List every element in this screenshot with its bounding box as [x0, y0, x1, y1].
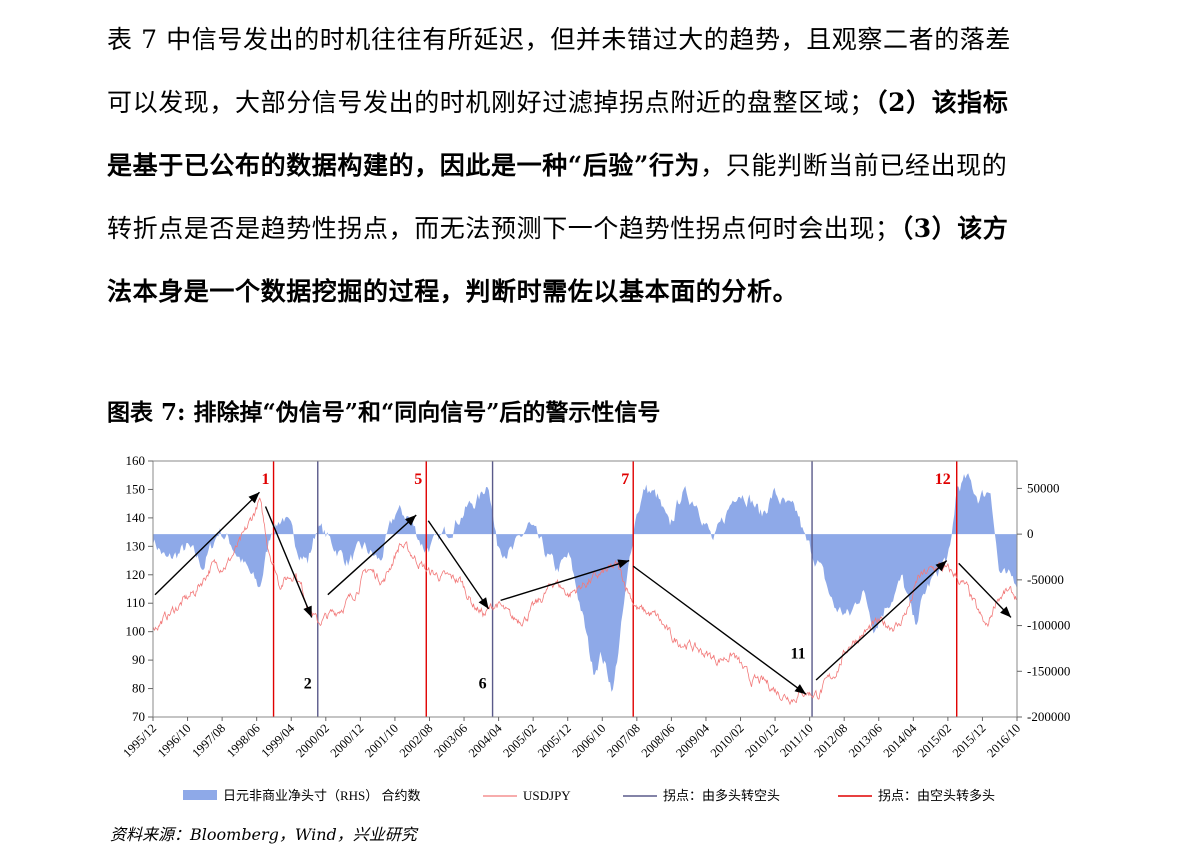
position-area	[153, 473, 1017, 692]
trend-arrow-line	[815, 560, 948, 681]
x-tick-label: 2012/08	[811, 721, 850, 760]
usdjpy-line	[152, 497, 1018, 706]
legend-label: 拐点：由多头转空头	[663, 788, 780, 803]
left-tick-label: 80	[132, 681, 145, 696]
left-tick-label: 150	[126, 481, 146, 496]
left-tick-label: 70	[132, 709, 145, 724]
trend-arrow-head	[935, 560, 947, 572]
right-tick-label: 50000	[1027, 480, 1060, 495]
right-tick-label: -200000	[1027, 709, 1070, 724]
trend-arrow-line	[632, 565, 807, 695]
turning-point-label: 11	[790, 646, 805, 663]
x-tick-label: 1999/04	[258, 721, 297, 760]
paragraph-line-4: 转折点是否是趋势性拐点，而无法预测下一个趋势性拐点何时会出现；（3）该方	[107, 203, 1087, 266]
paragraph-line-1: 表 7 中信号发出的时机往往有所延迟，但并未错过大的趋势，且观察二者的落差	[107, 14, 1087, 77]
legend-label: 拐点：由空头转多头	[878, 788, 995, 803]
plot-frame	[152, 460, 1018, 718]
left-tick-label: 130	[126, 538, 146, 553]
x-tick-label: 2007/08	[604, 721, 643, 760]
x-tick-label: 1995/12	[120, 721, 159, 760]
trend-arrow-head	[794, 684, 806, 695]
figure-title: 图表 7: 排除掉“伪信号”和“同向信号”后的警示性信号	[107, 399, 661, 426]
source-note: 资料来源：Bloomberg，Wind，兴业研究	[110, 825, 417, 844]
trend-arrow-line	[958, 562, 1012, 618]
x-tick-label: 2005/12	[535, 721, 574, 760]
trend-arrow-line	[500, 559, 630, 602]
x-tick-label: 2001/10	[362, 721, 401, 760]
chart: 70 80 90 100 110 120 130 140 150 160 50000 0 -50000 -…	[120, 453, 1070, 803]
trend-arrow-head	[617, 559, 630, 569]
turning-point-label: 1	[262, 471, 270, 488]
x-tick-label: 2016/10	[984, 721, 1023, 760]
x-tick-label: 1997/08	[189, 721, 228, 760]
turning-point-label: 2	[304, 676, 312, 693]
x-tick-label: 2006/10	[570, 721, 609, 760]
turning-point-label: 5	[414, 471, 422, 488]
usdjpy-series	[152, 497, 1018, 706]
x-tick-label: 1996/10	[155, 721, 194, 760]
x-tick-label: 2004/04	[466, 721, 505, 760]
paragraph-line-2: 可以发现，大部分信号发出的时机刚好过滤掉拐点附近的盘整区域；（2）该指标	[107, 77, 1087, 140]
turning-point-label: 6	[479, 676, 487, 693]
x-tick-label: 1998/06	[224, 721, 263, 760]
paragraph-line-5: 法本身是一个数据挖掘的过程，判断时需佐以基本面的分析。	[107, 266, 1087, 329]
right-tick-label: 0	[1027, 526, 1034, 541]
x-tick-label: 2014/04	[881, 721, 920, 760]
paragraph-bold-text: （3）该方	[900, 214, 1009, 243]
x-tick-label: 2011/10	[777, 721, 816, 760]
turning-point-label: 12	[935, 471, 951, 488]
x-tick-label: 2010/02	[708, 721, 747, 760]
trend-arrow-line	[264, 506, 313, 618]
right-tick-label: -50000	[1027, 572, 1064, 587]
position-area-series	[153, 473, 1017, 692]
left-tick-label: 100	[126, 624, 146, 639]
paragraph-text: 表 7 中信号发出的时机往往有所延迟，但并未错过大的趋势，且观察二者的落差	[107, 25, 1012, 54]
left-tick-label: 120	[126, 567, 146, 582]
trend-arrow-head	[1000, 606, 1011, 618]
body-paragraph: 表 7 中信号发出的时机往往有所延迟，但并未错过大的趋势，且观察二者的落差 可以…	[107, 14, 1087, 329]
trend-arrow-line	[154, 491, 260, 596]
trend-arrow-head	[478, 597, 489, 609]
x-tick-label: 2008/06	[639, 721, 678, 760]
right-tick-label: -150000	[1027, 663, 1070, 678]
legend-label: USDJPY	[523, 788, 571, 803]
paragraph-text: ，只能判断当前已经出现的	[700, 151, 1008, 180]
x-tick-label: 2002/08	[397, 721, 436, 760]
left-tick-label: 110	[126, 595, 145, 610]
left-tick-label: 160	[126, 453, 146, 468]
paragraph-bold-text: （2）该指标	[875, 88, 1009, 117]
paragraph-bold-text: 法本身是一个数据挖掘的过程，判断时需佐以基本面的分析。	[107, 277, 799, 306]
plot-border	[152, 460, 1018, 718]
left-tick-label: 140	[126, 510, 146, 525]
paragraph-line-3: 是基于已公布的数据构建的，因此是一种“后验”行为，只能判断当前已经出现的	[107, 140, 1087, 203]
trend-arrow-head	[405, 515, 417, 526]
legend-swatch-area	[183, 790, 217, 800]
x-tick-label: 2003/06	[431, 721, 470, 760]
trend-arrow-head	[248, 492, 260, 504]
paragraph-text: 可以发现，大部分信号发出的时机刚好过滤掉拐点附近的盘整区域；	[107, 88, 876, 117]
x-tick-label: 2010/12	[742, 721, 781, 760]
legend-label: 日元非商业净头寸（RHS） 合约数	[223, 788, 421, 803]
trend-arrow-head	[303, 605, 312, 618]
x-tick-label: 2000/12	[328, 721, 367, 760]
x-tick-label: 2015/12	[950, 721, 989, 760]
trend-arrows	[154, 491, 1012, 695]
trend-arrow-line	[427, 520, 490, 610]
paragraph-text: 转折点是否是趋势性拐点，而无法预测下一个趋势性拐点何时会出现；	[107, 214, 901, 243]
legend: 日元非商业净头寸（RHS） 合约数 USDJPY 拐点：由多头转空头 拐点：由空头转多…	[183, 788, 995, 803]
turning-point-lines	[272, 461, 958, 717]
x-tick-label: 2013/06	[846, 721, 885, 760]
left-tick-label: 90	[132, 652, 145, 667]
x-tick-label: 2005/02	[500, 721, 539, 760]
right-tick-label: -100000	[1027, 618, 1070, 633]
x-tick-label: 2009/04	[673, 721, 712, 760]
x-tick-label: 2000/02	[293, 721, 332, 760]
x-tick-label: 2015/02	[915, 721, 954, 760]
turning-point-label: 7	[621, 471, 629, 488]
paragraph-bold-text: 是基于已公布的数据构建的，因此是一种“后验”行为	[107, 151, 701, 180]
trend-arrow-line	[327, 514, 417, 596]
